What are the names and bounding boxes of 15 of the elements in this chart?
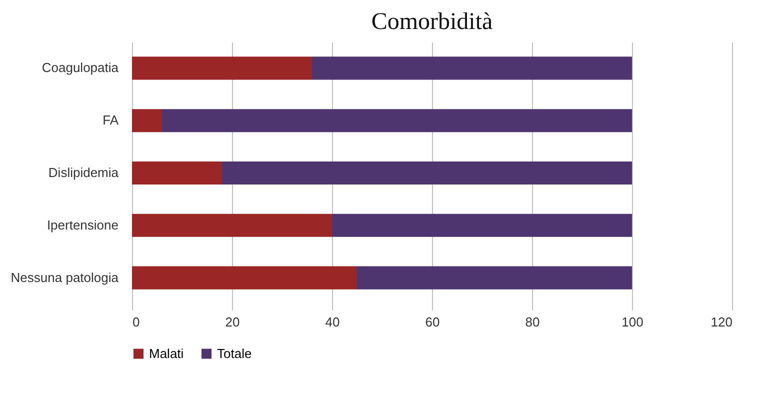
x-tick-label: 120 (710, 314, 732, 330)
x-tick-label: 20 (225, 314, 240, 330)
x-tick-label: 100 (622, 314, 644, 330)
x-tick-label: 60 (425, 314, 440, 330)
legend-label: Totale (217, 346, 252, 361)
x-tick-label: 80 (525, 314, 540, 330)
y-tick-label: FA (102, 112, 119, 128)
y-tick-label: Dislipidemia (48, 165, 120, 180)
y-tick-label: Nessuna patologia (10, 270, 120, 285)
x-tick-label: 0 (132, 314, 140, 330)
x-tick-label: 40 (325, 314, 340, 330)
chart-title: Comorbidità (371, 9, 494, 35)
y-tick-label: Ipertensione (46, 217, 118, 232)
legend-label: Malati (149, 346, 184, 361)
y-tick-label: Coagulopatia (42, 60, 120, 76)
